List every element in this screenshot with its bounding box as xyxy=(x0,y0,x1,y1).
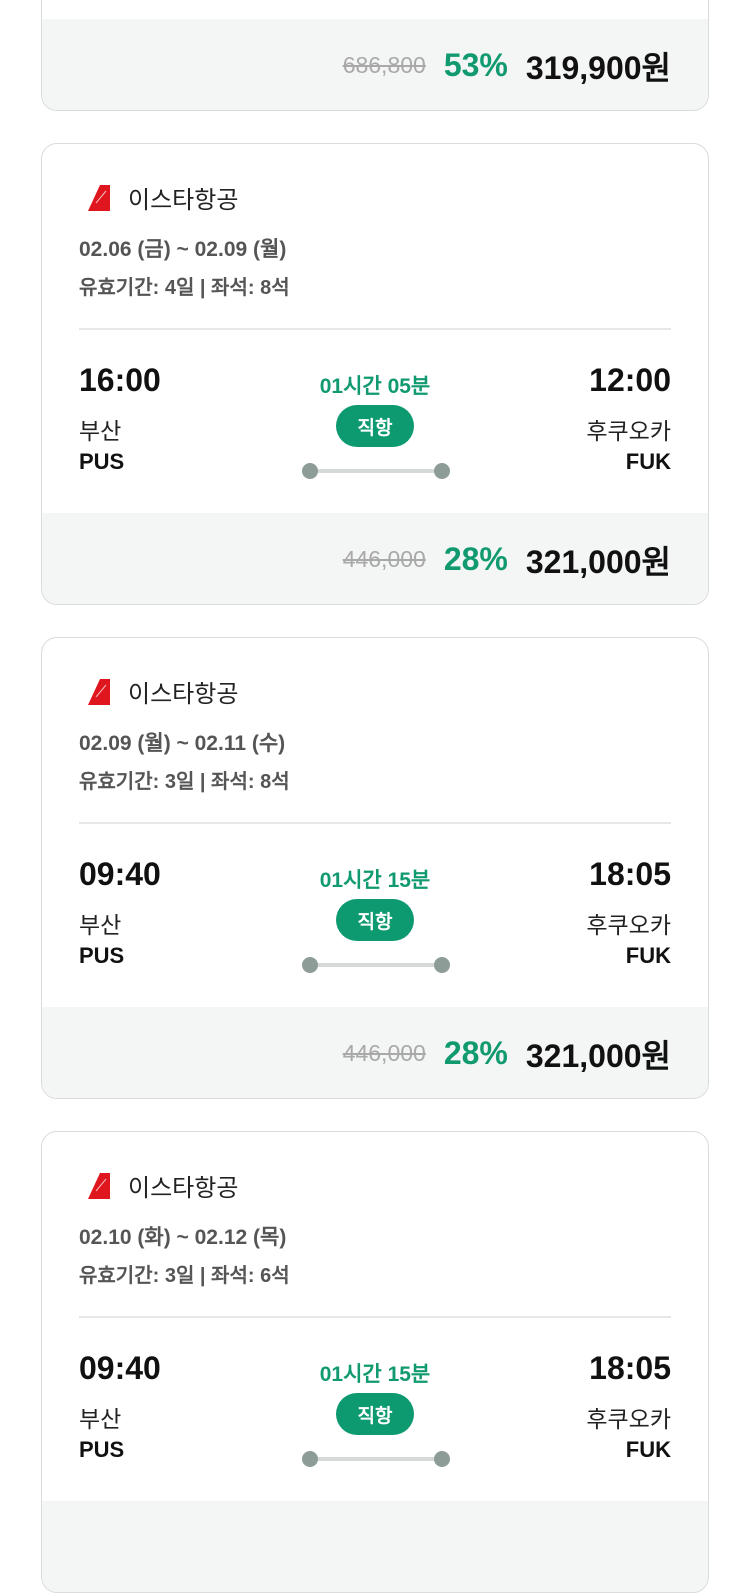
direct-badge: 직항 xyxy=(336,899,414,941)
departure-city: 부산 xyxy=(79,912,122,938)
discount-rate: 28% xyxy=(443,541,508,577)
arrival-time: 12:00 xyxy=(589,362,671,398)
price-band: 446,000 28% 321,000원 xyxy=(42,513,708,604)
arrival-city: 후쿠오카 xyxy=(586,912,671,938)
flight-card[interactable]: 이스타항공 02.10 (화) ~ 02.12 (목) 유효기간: 3일 | 좌… xyxy=(41,1131,709,1593)
divider xyxy=(79,328,671,330)
price-band xyxy=(42,1501,708,1592)
airline-logo-icon xyxy=(88,1172,110,1199)
departure-code: PUS xyxy=(79,943,125,968)
flight-card[interactable]: 이스타항공 02.06 (금) ~ 02.09 (월) 유효기간: 4일 | 좌… xyxy=(41,143,709,605)
airline-name: 이스타항공 xyxy=(128,187,239,214)
route-line xyxy=(302,463,450,479)
arrival-city: 후쿠오카 xyxy=(586,418,671,444)
airline-logo-icon xyxy=(88,184,110,211)
airline-name: 이스타항공 xyxy=(128,681,239,708)
flight-card[interactable]: 686,800 53% 319,900원 xyxy=(41,0,709,111)
travel-dates: 02.10 (화) ~ 02.12 (목) xyxy=(79,1226,287,1249)
divider xyxy=(79,822,671,824)
validity-seats: 유효기간: 3일 | 좌석: 6석 xyxy=(79,1265,290,1287)
airline-logo-icon xyxy=(88,678,110,705)
travel-dates: 02.06 (금) ~ 02.09 (월) xyxy=(79,238,287,261)
departure-code: PUS xyxy=(79,1437,125,1462)
validity-seats: 유효기간: 4일 | 좌석: 8석 xyxy=(79,277,290,299)
flight-duration: 01시간 15분 xyxy=(319,869,431,892)
discount-rate: 53% xyxy=(443,47,508,83)
validity-seats: 유효기간: 3일 | 좌석: 8석 xyxy=(79,771,290,793)
airline-row: 이스타항공 xyxy=(86,180,238,215)
route-line xyxy=(302,957,450,973)
price-band: 686,800 53% 319,900원 xyxy=(42,19,708,110)
departure-time: 09:40 xyxy=(79,856,161,892)
flight-duration: 01시간 05분 xyxy=(319,375,431,398)
departure-time: 16:00 xyxy=(79,362,161,398)
flight-card[interactable]: 이스타항공 02.09 (월) ~ 02.11 (수) 유효기간: 3일 | 좌… xyxy=(41,637,709,1099)
original-price: 446,000 xyxy=(342,546,426,572)
discount-rate: 28% xyxy=(443,1035,508,1071)
divider xyxy=(79,1316,671,1318)
departure-city: 부산 xyxy=(79,418,122,444)
price-row: 446,000 28% 321,000원 xyxy=(342,513,671,604)
price-band: 446,000 28% 321,000원 xyxy=(42,1007,708,1098)
arrival-time: 18:05 xyxy=(589,1350,671,1386)
route-line xyxy=(302,1451,450,1467)
departure-code: PUS xyxy=(79,449,125,474)
price-row: 686,800 53% 319,900원 xyxy=(342,19,671,110)
direct-badge: 직항 xyxy=(336,405,414,447)
departure-time: 09:40 xyxy=(79,1350,161,1386)
flight-duration: 01시간 15분 xyxy=(319,1363,431,1386)
arrival-code: FUK xyxy=(625,943,671,968)
final-price: 321,000원 xyxy=(525,1037,671,1074)
arrival-time: 18:05 xyxy=(589,856,671,892)
arrival-code: FUK xyxy=(625,449,671,474)
direct-badge: 직항 xyxy=(336,1393,414,1435)
arrival-city: 후쿠오카 xyxy=(586,1406,671,1432)
final-price: 321,000원 xyxy=(525,543,671,580)
arrival-code: FUK xyxy=(625,1437,671,1462)
final-price: 319,900원 xyxy=(525,49,671,86)
airline-row: 이스타항공 xyxy=(86,1168,238,1203)
original-price: 446,000 xyxy=(342,1040,426,1066)
airline-row: 이스타항공 xyxy=(86,674,238,709)
travel-dates: 02.09 (월) ~ 02.11 (수) xyxy=(79,732,286,755)
airline-name: 이스타항공 xyxy=(128,1175,239,1202)
departure-city: 부산 xyxy=(79,1406,122,1432)
price-row: 446,000 28% 321,000원 xyxy=(342,1007,671,1098)
original-price: 686,800 xyxy=(342,52,426,78)
